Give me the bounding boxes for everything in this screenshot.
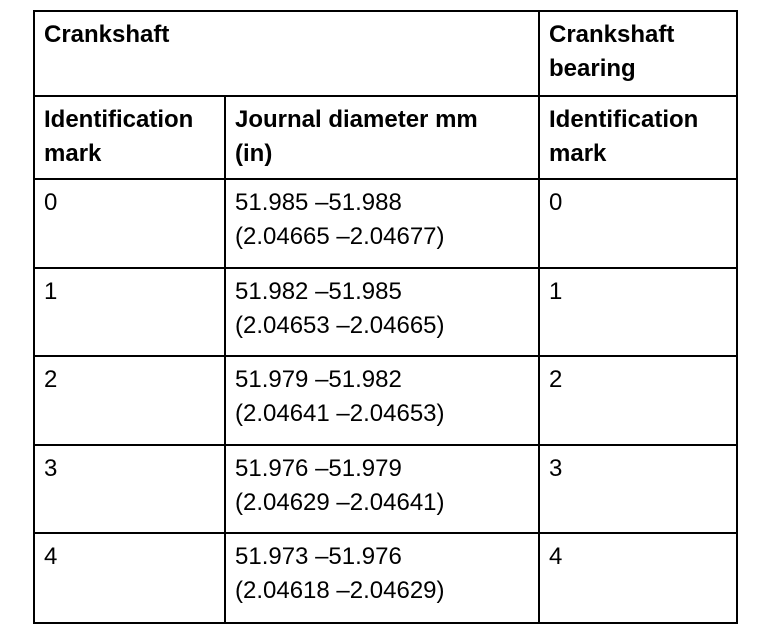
cell-text: 4 bbox=[549, 543, 563, 570]
data-cell: 0 bbox=[538, 178, 738, 269]
cell-text: Crankshaft bbox=[44, 21, 170, 48]
cell-text: (2.04629 –2.04641) bbox=[235, 488, 445, 516]
cell-text: Crankshaft bbox=[549, 21, 675, 48]
cell-text: 51.979 –51.982 bbox=[235, 366, 402, 393]
data-cell: 51.976 –51.979 (2.04629 –2.04641) bbox=[224, 443, 540, 534]
cell-text: 2 bbox=[549, 366, 563, 393]
data-row: 0 51.985 –51.988 (2.04665 –2.04677) 0 bbox=[33, 178, 738, 269]
data-cell: 4 bbox=[538, 532, 738, 624]
cell-text: 1 bbox=[44, 277, 58, 305]
cell-text: Identification bbox=[44, 106, 194, 133]
header-row: Crankshaft Crankshaft bearing bbox=[33, 10, 738, 97]
subheader-cell: Identification mark bbox=[538, 95, 738, 180]
data-row: 1 51.982 –51.985 (2.04653 –2.04665) 1 bbox=[33, 266, 738, 357]
data-cell: 0 bbox=[33, 178, 226, 269]
subheader-cell: Identification mark bbox=[33, 95, 226, 180]
data-cell: 1 bbox=[538, 266, 738, 357]
cell-text: (2.04665 –2.04677) bbox=[235, 223, 445, 250]
cell-text: 51.973 –51.976 bbox=[235, 543, 402, 570]
data-row: 3 51.976 –51.979 (2.04629 –2.04641) 3 bbox=[33, 443, 738, 534]
cell-text: 0 bbox=[549, 189, 563, 216]
data-cell: 4 bbox=[33, 532, 226, 624]
cell-text: (2.04653 –2.04665) bbox=[235, 311, 445, 339]
cell-text: mark bbox=[44, 140, 102, 167]
cell-text: 1 bbox=[549, 277, 563, 305]
data-row: 4 51.973 –51.976 (2.04618 –2.04629) 4 bbox=[33, 532, 738, 624]
data-cell: 2 bbox=[33, 355, 226, 446]
cell-text: 51.976 –51.979 bbox=[235, 454, 402, 482]
data-cell: 1 bbox=[33, 266, 226, 357]
data-cell: 2 bbox=[538, 355, 738, 446]
data-cell: 51.982 –51.985 (2.04653 –2.04665) bbox=[224, 266, 540, 357]
cell-text: (2.04618 –2.04629) bbox=[235, 577, 445, 604]
cell-text: (in) bbox=[235, 140, 273, 167]
cell-text: 4 bbox=[44, 543, 58, 570]
data-row: 2 51.979 –51.982 (2.04641 –2.04653) 2 bbox=[33, 355, 738, 446]
cell-text: 51.985 –51.988 bbox=[235, 189, 402, 216]
cell-text: 0 bbox=[44, 189, 58, 216]
cell-text: 3 bbox=[549, 454, 563, 482]
subheader-cell: Journal diameter mm (in) bbox=[224, 95, 540, 180]
data-cell: 51.985 –51.988 (2.04665 –2.04677) bbox=[224, 178, 540, 269]
cell-text: 51.982 –51.985 bbox=[235, 277, 402, 305]
subheader-row: Identification mark Journal diameter mm (in… bbox=[33, 95, 738, 180]
data-cell: 3 bbox=[33, 443, 226, 534]
cell-text: 3 bbox=[44, 454, 58, 482]
cell-text: mark bbox=[549, 140, 607, 167]
cell-text: Identification bbox=[549, 106, 699, 133]
data-cell: 51.979 –51.982 (2.04641 –2.04653) bbox=[224, 355, 540, 446]
header-cell: Crankshaft bearing bbox=[538, 10, 738, 97]
cell-text: Journal diameter mm bbox=[235, 106, 478, 133]
header-cell: Crankshaft bbox=[33, 10, 540, 97]
cell-text: bearing bbox=[549, 55, 636, 82]
cell-text: 2 bbox=[44, 366, 58, 393]
spec-table: Crankshaft Crankshaft bearing Identificatio… bbox=[33, 10, 738, 624]
data-cell: 3 bbox=[538, 443, 738, 534]
data-cell: 51.973 –51.976 (2.04618 –2.04629) bbox=[224, 532, 540, 624]
cell-text: (2.04641 –2.04653) bbox=[235, 400, 445, 427]
